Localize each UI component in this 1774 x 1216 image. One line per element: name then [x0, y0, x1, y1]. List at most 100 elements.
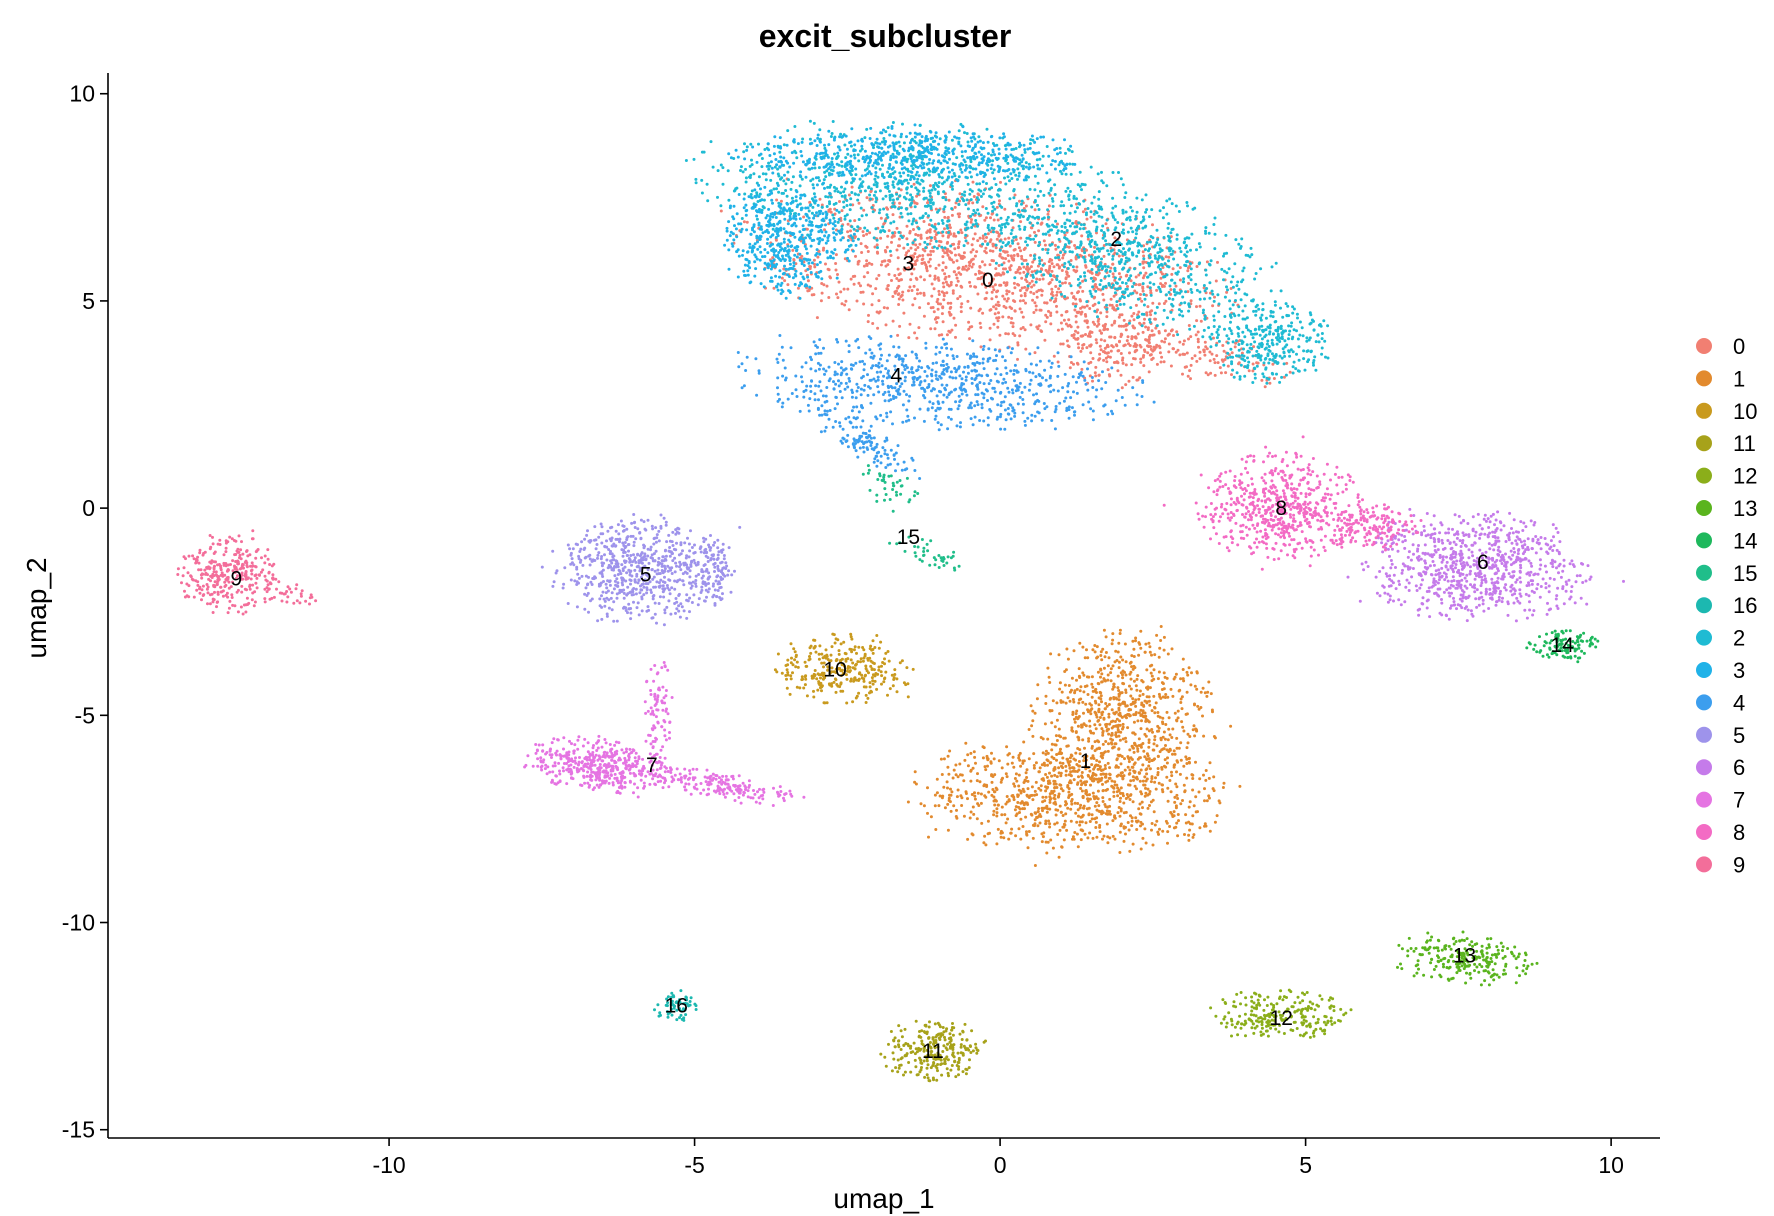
scatter-point [808, 655, 811, 658]
scatter-point [1215, 354, 1219, 358]
scatter-point [1007, 290, 1011, 294]
scatter-point [1132, 778, 1135, 782]
scatter-point [1093, 749, 1097, 753]
scatter-point [969, 779, 973, 783]
scatter-point [1094, 273, 1098, 276]
scatter-point [1033, 351, 1037, 355]
scatter-point [1124, 797, 1128, 800]
scatter-point [1176, 709, 1180, 713]
scatter-point [1175, 719, 1179, 723]
scatter-point [896, 333, 900, 337]
scatter-point [1086, 656, 1090, 660]
scatter-point [970, 218, 973, 222]
scatter-point [1031, 709, 1035, 713]
scatter-point [815, 677, 819, 681]
scatter-point [1095, 808, 1099, 812]
scatter-point [951, 289, 955, 293]
scatter-point [1342, 1013, 1346, 1017]
scatter-point [946, 1058, 950, 1062]
scatter-point [1064, 277, 1068, 281]
scatter-point [1098, 690, 1102, 694]
scatter-point [1104, 322, 1107, 326]
scatter-point [1196, 337, 1200, 341]
scatter-point [1585, 639, 1589, 643]
scatter-point [1100, 809, 1104, 813]
scatter-point [1187, 833, 1191, 837]
scatter-point [989, 760, 993, 764]
scatter-point [1044, 806, 1048, 810]
scatter-point [1222, 349, 1226, 353]
scatter-point [948, 800, 952, 804]
scatter-point [1259, 1030, 1263, 1034]
scatter-point [916, 288, 919, 292]
scatter-point [916, 292, 919, 296]
scatter-point [880, 682, 883, 686]
scatter-point [1111, 834, 1115, 838]
scatter-point [1210, 708, 1214, 712]
scatter-point [874, 196, 878, 200]
scatter-point [948, 1032, 952, 1036]
scatter-point [1026, 787, 1030, 791]
scatter-point [851, 661, 855, 665]
scatter-point [945, 1055, 949, 1059]
scatter-point [1095, 285, 1098, 289]
scatter-point [1196, 330, 1200, 334]
scatter-point [1162, 730, 1166, 734]
scatter-point [1112, 685, 1116, 689]
scatter-point [1053, 793, 1057, 797]
scatter-point [915, 258, 919, 262]
scatter-point [1262, 1008, 1266, 1012]
scatter-point [916, 233, 920, 237]
scatter-point [1151, 843, 1155, 847]
scatter-point [1223, 358, 1227, 361]
scatter-point [1067, 773, 1071, 777]
scatter-point [656, 1003, 660, 1007]
scatter-point [1196, 704, 1200, 708]
scatter-point [993, 803, 997, 807]
scatter-point [1092, 767, 1096, 771]
scatter-point [1170, 647, 1174, 651]
scatter-point [895, 248, 899, 252]
chart-title: excit_subcluster [759, 18, 1012, 54]
scatter-point [997, 304, 1001, 307]
scatter-point [1021, 299, 1025, 303]
scatter-point [1480, 944, 1484, 948]
scatter-point [1485, 956, 1489, 960]
scatter-point [868, 647, 872, 651]
scatter-point [1240, 351, 1244, 355]
scatter-point [895, 277, 899, 280]
scatter-point [957, 240, 961, 244]
scatter-point [1008, 197, 1012, 201]
scatter-point [1023, 246, 1027, 250]
scatter-point [1133, 289, 1137, 293]
scatter-point [1050, 258, 1054, 262]
scatter-point [1116, 674, 1120, 678]
scatter-point [866, 696, 870, 700]
scatter-point [1075, 361, 1079, 365]
scatter-point [1002, 272, 1006, 276]
scatter-point [1121, 681, 1125, 685]
scatter-point [1216, 361, 1220, 365]
scatter-point [893, 673, 897, 676]
scatter-point [894, 490, 898, 494]
scatter-point [1101, 742, 1105, 746]
scatter-point [1468, 971, 1472, 975]
scatter-point [983, 834, 987, 838]
scatter-point [1081, 671, 1085, 675]
scatter-point [1059, 810, 1063, 814]
scatter-point [1101, 837, 1104, 841]
scatter-point [1427, 951, 1431, 955]
scatter-point [1130, 819, 1134, 823]
scatter-point [989, 308, 993, 312]
scatter-point [1185, 762, 1189, 765]
scatter-point [1422, 973, 1426, 977]
scatter-point [925, 236, 929, 240]
scatter-point [1107, 656, 1111, 660]
scatter-point [991, 285, 995, 289]
scatter-point [1114, 742, 1118, 746]
scatter-point [1138, 756, 1141, 760]
scatter-point [786, 129, 790, 133]
scatter-point [983, 218, 987, 222]
scatter-point [1060, 690, 1064, 694]
scatter-point [1053, 725, 1057, 729]
